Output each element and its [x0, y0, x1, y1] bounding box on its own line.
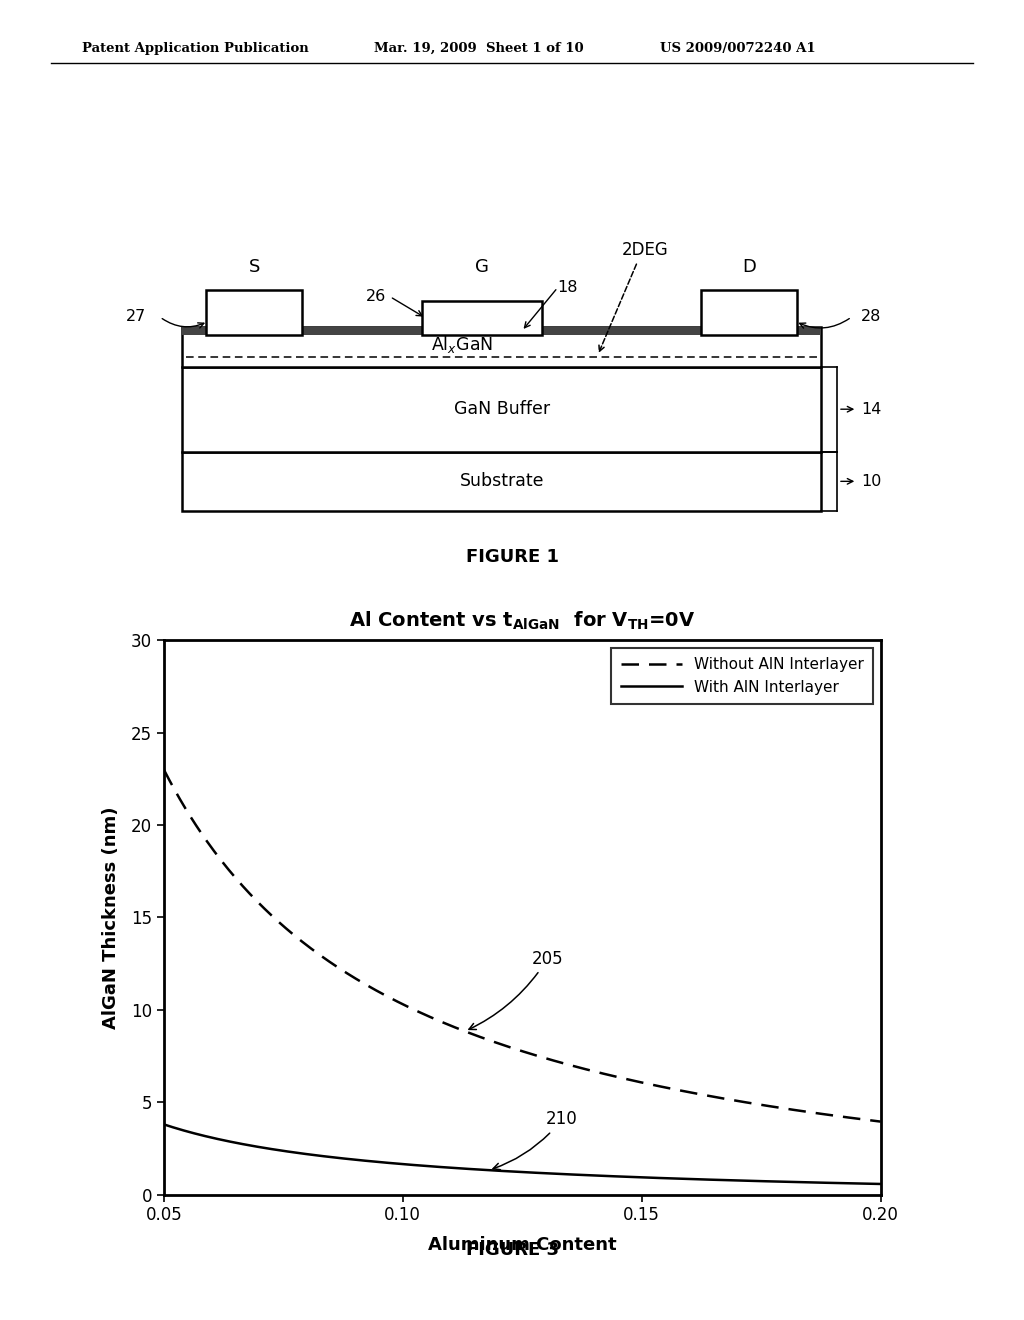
Text: Patent Application Publication: Patent Application Publication — [82, 42, 308, 55]
Y-axis label: AlGaN Thickness (nm): AlGaN Thickness (nm) — [101, 807, 120, 1028]
Text: G: G — [475, 257, 488, 276]
Bar — [182, 327, 821, 335]
Title: Al Content vs $\mathbf{t_{AlGaN}}$  for $\mathbf{V_{TH}}$=0V: Al Content vs $\mathbf{t_{AlGaN}}$ for $… — [349, 610, 695, 631]
Text: 210: 210 — [493, 1110, 578, 1170]
Text: 205: 205 — [469, 949, 563, 1030]
Text: 26: 26 — [366, 289, 386, 304]
Text: GaN Buffer: GaN Buffer — [454, 400, 550, 418]
Bar — [206, 290, 302, 335]
Text: 18: 18 — [558, 280, 579, 294]
Bar — [182, 451, 821, 511]
Text: Al$_x$GaN: Al$_x$GaN — [431, 334, 493, 355]
Text: S: S — [249, 257, 260, 276]
Text: FIGURE 1: FIGURE 1 — [466, 548, 558, 566]
Text: US 2009/0072240 A1: US 2009/0072240 A1 — [660, 42, 816, 55]
X-axis label: Aluminum Content: Aluminum Content — [428, 1236, 616, 1254]
Text: 14: 14 — [861, 401, 882, 417]
Bar — [182, 327, 821, 367]
Text: FIGURE 3: FIGURE 3 — [466, 1241, 558, 1259]
Text: Mar. 19, 2009  Sheet 1 of 10: Mar. 19, 2009 Sheet 1 of 10 — [374, 42, 584, 55]
Bar — [701, 290, 798, 335]
Text: 28: 28 — [861, 309, 882, 325]
Text: 10: 10 — [861, 474, 882, 488]
Bar — [422, 301, 542, 335]
Text: D: D — [742, 257, 757, 276]
Bar — [182, 367, 821, 451]
Text: 27: 27 — [126, 309, 146, 325]
Text: Substrate: Substrate — [460, 473, 544, 490]
Text: 2DEG: 2DEG — [623, 240, 669, 259]
Legend: Without AlN Interlayer, With AlN Interlayer: Without AlN Interlayer, With AlN Interla… — [611, 648, 873, 704]
